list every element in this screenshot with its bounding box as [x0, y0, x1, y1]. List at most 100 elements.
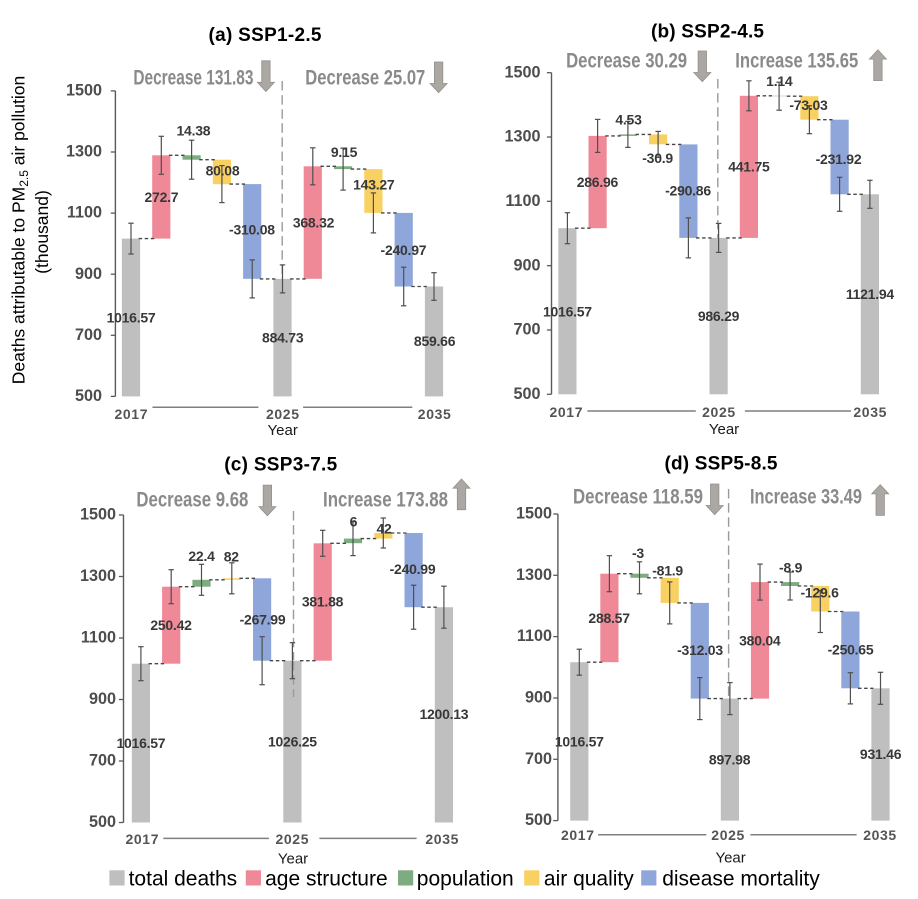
svg-text:1200.13: 1200.13 [419, 706, 468, 722]
svg-text:-129.6: -129.6 [800, 585, 839, 601]
svg-text:Increase 173.88: Increase 173.88 [323, 489, 448, 512]
svg-text:air quality: air quality [544, 867, 634, 890]
svg-text:2025: 2025 [276, 831, 309, 847]
svg-text:9.15: 9.15 [331, 144, 358, 160]
svg-text:2017: 2017 [561, 827, 594, 843]
svg-text:884.73: 884.73 [262, 330, 304, 346]
svg-text:500: 500 [75, 387, 102, 405]
svg-text:1100: 1100 [67, 204, 102, 222]
svg-text:-73.03: -73.03 [789, 97, 828, 113]
svg-text:-231.92: -231.92 [816, 151, 862, 167]
svg-text:2017: 2017 [550, 404, 583, 420]
svg-text:1500: 1500 [66, 82, 102, 100]
svg-text:1016.57: 1016.57 [555, 733, 604, 749]
svg-text:1016.57: 1016.57 [107, 309, 156, 325]
svg-text:(b) SSP2-4.5: (b) SSP2-4.5 [651, 22, 764, 43]
svg-text:22.4: 22.4 [188, 548, 215, 564]
svg-text:Year: Year [709, 421, 739, 438]
svg-text:286.96: 286.96 [577, 174, 619, 190]
svg-text:-8.9: -8.9 [779, 560, 803, 576]
svg-text:Decrease 118.59: Decrease 118.59 [573, 486, 703, 509]
svg-text:(c) SSP3-7.5: (c) SSP3-7.5 [224, 455, 337, 476]
svg-text:2035: 2035 [418, 406, 451, 422]
svg-text:-250.65: -250.65 [828, 642, 874, 658]
svg-text:-240.97: -240.97 [381, 242, 427, 258]
svg-text:1016.57: 1016.57 [543, 303, 592, 319]
svg-text:1300: 1300 [504, 128, 540, 146]
svg-text:Deaths attributable to PM2.5 a: Deaths attributable to PM2.5 air polluti… [9, 76, 32, 385]
svg-text:Year: Year [278, 851, 308, 868]
svg-text:80.08: 80.08 [206, 163, 240, 179]
svg-text:disease mortality: disease mortality [662, 867, 820, 890]
svg-text:-290.86: -290.86 [665, 182, 711, 198]
svg-text:272.7: 272.7 [145, 189, 179, 205]
svg-text:250.42: 250.42 [150, 617, 192, 633]
svg-text:Increase 33.49: Increase 33.49 [750, 486, 862, 509]
svg-text:-81.9: -81.9 [652, 563, 683, 579]
svg-text:500: 500 [513, 385, 540, 403]
svg-text:1500: 1500 [504, 63, 540, 81]
svg-text:Decrease 9.68: Decrease 9.68 [136, 489, 248, 512]
svg-text:total deaths: total deaths [129, 867, 238, 890]
svg-text:2025: 2025 [711, 827, 744, 843]
svg-text:-3: -3 [632, 545, 644, 561]
svg-text:1121.94: 1121.94 [846, 286, 895, 302]
svg-text:population: population [417, 867, 514, 890]
svg-text:-30.9: -30.9 [642, 150, 673, 166]
svg-text:Decrease 25.07: Decrease 25.07 [305, 66, 425, 89]
svg-text:2017: 2017 [126, 831, 159, 847]
svg-text:1500: 1500 [80, 506, 116, 524]
svg-text:897.98: 897.98 [709, 751, 751, 767]
svg-text:(thousand): (thousand) [32, 190, 52, 274]
svg-text:381.88: 381.88 [302, 594, 344, 610]
svg-text:1300: 1300 [516, 566, 552, 584]
svg-text:900: 900 [513, 256, 540, 274]
svg-text:500: 500 [89, 813, 116, 831]
svg-text:1100: 1100 [517, 627, 552, 645]
svg-text:900: 900 [89, 690, 116, 708]
svg-text:Decrease 131.83: Decrease 131.83 [133, 66, 253, 89]
svg-text:Year: Year [268, 422, 298, 439]
svg-text:1100: 1100 [81, 629, 116, 647]
svg-text:380.04: 380.04 [739, 632, 781, 648]
svg-text:700: 700 [525, 750, 552, 768]
svg-text:2035: 2035 [853, 404, 886, 420]
svg-text:441.75: 441.75 [728, 159, 770, 175]
svg-text:500: 500 [525, 811, 552, 829]
svg-text:82: 82 [224, 548, 240, 564]
svg-text:1500: 1500 [516, 505, 552, 523]
svg-text:900: 900 [525, 689, 552, 707]
svg-text:Year: Year [715, 850, 745, 867]
svg-text:-267.99: -267.99 [240, 611, 286, 627]
svg-text:700: 700 [75, 326, 102, 344]
svg-text:age structure: age structure [265, 867, 388, 890]
svg-text:2025: 2025 [702, 404, 735, 420]
svg-text:700: 700 [89, 752, 116, 770]
svg-text:1300: 1300 [66, 143, 102, 161]
svg-text:4.53: 4.53 [615, 112, 642, 128]
svg-text:1016.57: 1016.57 [116, 735, 165, 751]
svg-text:-310.08: -310.08 [229, 221, 275, 237]
svg-text:1.14: 1.14 [766, 73, 793, 89]
svg-text:2017: 2017 [115, 406, 148, 422]
svg-text:900: 900 [75, 265, 102, 283]
svg-text:986.29: 986.29 [698, 308, 740, 324]
svg-text:288.57: 288.57 [588, 610, 630, 626]
svg-text:2025: 2025 [266, 406, 299, 422]
svg-text:Increase 135.65: Increase 135.65 [735, 50, 858, 73]
svg-text:700: 700 [513, 321, 540, 339]
svg-text:1300: 1300 [80, 567, 116, 585]
svg-text:368.32: 368.32 [293, 215, 335, 231]
svg-text:1026.25: 1026.25 [268, 734, 317, 750]
svg-text:Decrease 30.29: Decrease 30.29 [566, 50, 687, 73]
svg-text:143.27: 143.27 [353, 177, 395, 193]
svg-text:42: 42 [376, 521, 392, 537]
svg-text:931.46: 931.46 [860, 746, 902, 762]
svg-text:1100: 1100 [505, 192, 540, 210]
svg-text:-312.03: -312.03 [677, 642, 723, 658]
svg-text:(d) SSP5-8.5: (d) SSP5-8.5 [665, 454, 778, 475]
svg-text:859.66: 859.66 [414, 333, 456, 349]
svg-text:6: 6 [350, 514, 358, 530]
svg-text:2035: 2035 [863, 827, 896, 843]
svg-text:14.38: 14.38 [177, 122, 211, 138]
